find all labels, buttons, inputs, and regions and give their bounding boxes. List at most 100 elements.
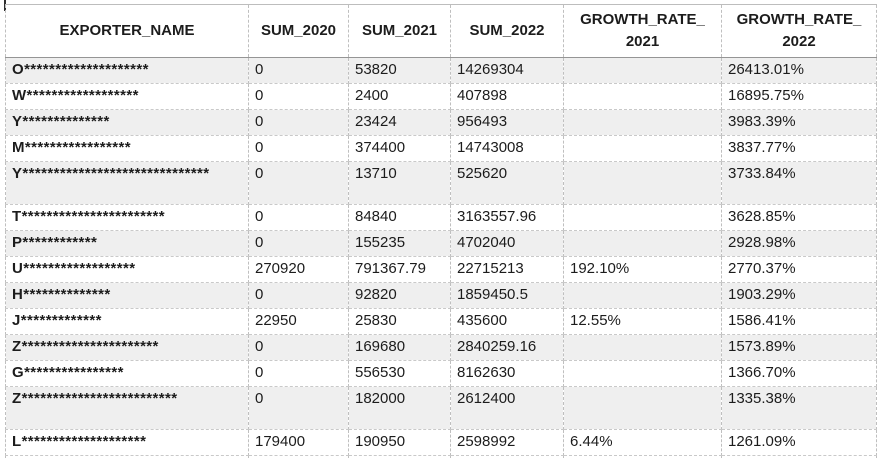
cell-sum-2022[interactable]: 22715213 — [450, 256, 564, 283]
cell-sum-2022[interactable]: 525620 — [450, 161, 564, 205]
cell-growth-rate-2021[interactable] — [563, 334, 722, 361]
cell-exporter-name[interactable]: Z********************** — [5, 334, 249, 361]
cell-exporter-name[interactable]: M***************** — [5, 135, 249, 162]
header-label-line1: GROWTH_RATE_ — [580, 11, 705, 28]
cell-growth-rate-2022[interactable]: 1261.09% — [721, 429, 877, 456]
cell-sum-2022[interactable]: 1859450.5 — [450, 282, 564, 309]
cell-exporter-name[interactable]: Y************** — [5, 109, 249, 136]
cell-sum-2020[interactable]: 0 — [248, 386, 349, 430]
cell-exporter-name[interactable]: J************* — [5, 308, 249, 335]
cell-sum-2020[interactable]: 179400 — [248, 429, 349, 456]
cell-exporter-name[interactable]: U****************** — [5, 256, 249, 283]
cell-growth-rate-2022[interactable]: 1335.38% — [721, 386, 877, 430]
cell-growth-rate-2021[interactable]: 192.10% — [563, 256, 722, 283]
cell-sum-2022[interactable]: 8162630 — [450, 360, 564, 387]
cell-sum-2022[interactable]: 407898 — [450, 83, 564, 110]
cell-exporter-name[interactable]: W****************** — [5, 83, 249, 110]
cell-growth-rate-2021[interactable] — [563, 135, 722, 162]
cell-sum-2022[interactable]: 435600 — [450, 308, 564, 335]
cell-growth-rate-2021[interactable] — [563, 83, 722, 110]
cell-growth-rate-2021[interactable] — [563, 57, 722, 84]
cell-sum-2020[interactable]: 0 — [248, 230, 349, 257]
cell-growth-rate-2021[interactable]: 12.55% — [563, 308, 722, 335]
cell-growth-rate-2022[interactable]: 3628.85% — [721, 204, 877, 231]
cell-growth-rate-2021[interactable] — [563, 282, 722, 309]
cell-sum-2020[interactable]: 0 — [248, 135, 349, 162]
cell-growth-rate-2022[interactable]: 2928.98% — [721, 230, 877, 257]
cell-growth-rate-2021[interactable] — [563, 161, 722, 205]
cell-exporter-name[interactable]: Z************************* — [5, 386, 249, 430]
cell-exporter-name[interactable]: G**************** — [5, 360, 249, 387]
cell-exporter-name[interactable]: L******************** — [5, 429, 249, 456]
table-row: O******************** 0 53820 14269304 2… — [5, 57, 877, 84]
cell-growth-rate-2021[interactable] — [563, 360, 722, 387]
cell-growth-rate-2022[interactable]: 1366.70% — [721, 360, 877, 387]
cell-exporter-name[interactable]: P************ — [5, 230, 249, 257]
cell-sum-2021[interactable]: 23424 — [348, 109, 451, 136]
header-label: SUM_2022 — [469, 22, 545, 39]
cell-sum-2022[interactable]: 956493 — [450, 109, 564, 136]
cell-growth-rate-2022[interactable]: 3733.84% — [721, 161, 877, 205]
cell-sum-2020[interactable]: 0 — [248, 360, 349, 387]
cell-growth-rate-2021[interactable] — [563, 204, 722, 231]
header-label-line1: GROWTH_RATE_ — [736, 11, 862, 28]
cell-sum-2021[interactable]: 556530 — [348, 360, 451, 387]
cell-exporter-name[interactable]: T*********************** — [5, 204, 249, 231]
cell-sum-2021[interactable]: 25830 — [348, 308, 451, 335]
cell-growth-rate-2022[interactable]: 26413.01% — [721, 57, 877, 84]
cell-growth-rate-2022[interactable]: 3983.39% — [721, 109, 877, 136]
cell-sum-2021[interactable]: 182000 — [348, 386, 451, 430]
col-header-sum-2022[interactable]: SUM_2022 — [450, 4, 564, 58]
cell-growth-rate-2022[interactable]: 3837.77% — [721, 135, 877, 162]
cell-sum-2022[interactable]: 14269304 — [450, 57, 564, 84]
cell-sum-2020[interactable]: 0 — [248, 204, 349, 231]
col-header-growth-rate-2022[interactable]: GROWTH_RATE_ 2022 — [721, 4, 877, 58]
cell-sum-2022[interactable]: 14743008 — [450, 135, 564, 162]
cell-sum-2021[interactable]: 13710 — [348, 161, 451, 205]
cell-exporter-name[interactable]: Y****************************** — [5, 161, 249, 205]
cell-sum-2021[interactable]: 84840 — [348, 204, 451, 231]
col-header-exporter-name[interactable]: EXPORTER_NAME — [5, 4, 249, 58]
cell-sum-2021[interactable]: 155235 — [348, 230, 451, 257]
cell-growth-rate-2022[interactable]: 16895.75% — [721, 83, 877, 110]
cell-growth-rate-2022[interactable]: 1586.41% — [721, 308, 877, 335]
table-row: U****************** 270920 791367.79 227… — [5, 256, 877, 283]
cell-sum-2020[interactable]: 270920 — [248, 256, 349, 283]
cell-growth-rate-2021[interactable]: 6.44% — [563, 429, 722, 456]
cell-sum-2021[interactable]: 92820 — [348, 282, 451, 309]
cell-growth-rate-2021[interactable] — [563, 386, 722, 430]
partial-cell — [248, 455, 349, 458]
cell-sum-2020[interactable]: 0 — [248, 57, 349, 84]
cell-growth-rate-2022[interactable]: 2770.37% — [721, 256, 877, 283]
cell-sum-2022[interactable]: 2598992 — [450, 429, 564, 456]
cell-growth-rate-2022[interactable]: 1573.89% — [721, 334, 877, 361]
cell-sum-2021[interactable]: 169680 — [348, 334, 451, 361]
cell-growth-rate-2022[interactable]: 1903.29% — [721, 282, 877, 309]
cell-sum-2020[interactable]: 0 — [248, 109, 349, 136]
cell-sum-2022[interactable]: 2840259.16 — [450, 334, 564, 361]
table-row: Z************************* 0 182000 2612… — [5, 386, 877, 430]
cell-sum-2021[interactable]: 791367.79 — [348, 256, 451, 283]
cell-growth-rate-2021[interactable] — [563, 230, 722, 257]
cell-sum-2022[interactable]: 2612400 — [450, 386, 564, 430]
cell-sum-2020[interactable]: 0 — [248, 282, 349, 309]
cell-sum-2021[interactable]: 2400 — [348, 83, 451, 110]
cell-sum-2021[interactable]: 53820 — [348, 57, 451, 84]
cell-growth-rate-2021[interactable] — [563, 109, 722, 136]
cell-sum-2020[interactable]: 0 — [248, 83, 349, 110]
header-label: EXPORTER_NAME — [59, 22, 195, 39]
cell-sum-2022[interactable]: 4702040 — [450, 230, 564, 257]
cell-sum-2020[interactable]: 0 — [248, 334, 349, 361]
cell-sum-2020[interactable]: 22950 — [248, 308, 349, 335]
col-header-sum-2020[interactable]: SUM_2020 — [248, 4, 349, 58]
table-row: J************* 22950 25830 435600 12.55%… — [5, 308, 877, 335]
col-header-growth-rate-2021[interactable]: GROWTH_RATE_ 2021 — [563, 4, 722, 58]
cell-exporter-name[interactable]: H************** — [5, 282, 249, 309]
cell-sum-2021[interactable]: 190950 — [348, 429, 451, 456]
cell-sum-2022[interactable]: 3163557.96 — [450, 204, 564, 231]
cell-sum-2021[interactable]: 374400 — [348, 135, 451, 162]
cell-sum-2020[interactable]: 0 — [248, 161, 349, 205]
table-row: G**************** 0 556530 8162630 1366.… — [5, 360, 877, 387]
cell-exporter-name[interactable]: O******************** — [5, 57, 249, 84]
col-header-sum-2021[interactable]: SUM_2021 — [348, 4, 451, 58]
